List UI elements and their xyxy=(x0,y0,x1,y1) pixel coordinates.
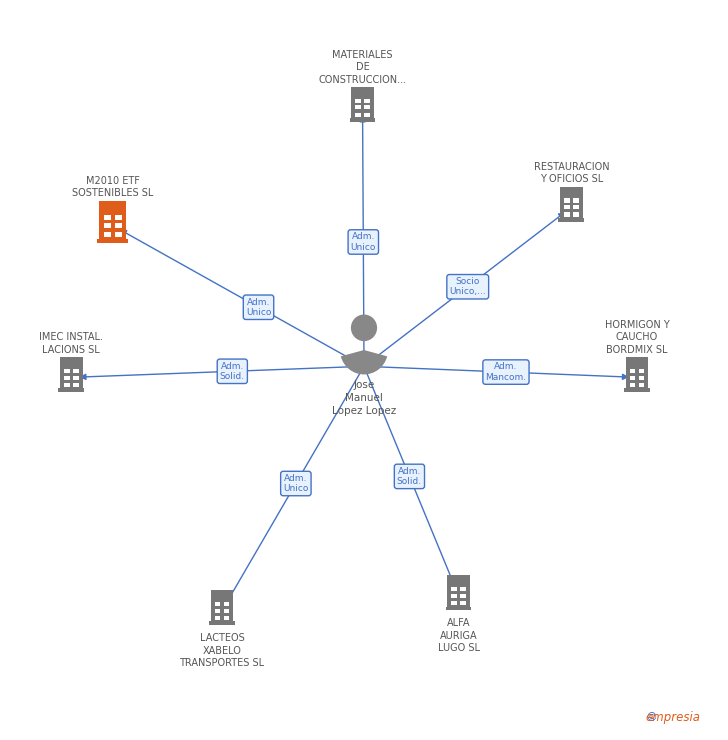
Text: M2010 ETF
SOSTENIBLES SL: M2010 ETF SOSTENIBLES SL xyxy=(72,175,154,198)
Text: Adm.
Unico: Adm. Unico xyxy=(246,297,272,317)
Bar xyxy=(355,105,361,110)
Bar xyxy=(446,607,472,610)
Bar xyxy=(352,87,373,118)
Bar xyxy=(209,622,235,625)
Bar xyxy=(624,388,650,392)
Bar xyxy=(73,383,79,387)
Bar xyxy=(626,357,648,389)
Circle shape xyxy=(351,314,377,341)
Bar xyxy=(564,198,570,203)
Bar xyxy=(355,98,361,103)
Bar xyxy=(638,383,644,387)
Text: RESTAURACION
Y OFICIOS SL: RESTAURACION Y OFICIOS SL xyxy=(534,162,609,184)
Bar xyxy=(115,232,122,237)
Bar xyxy=(460,601,466,605)
Bar xyxy=(215,602,221,606)
Text: Adm.
Solid.: Adm. Solid. xyxy=(220,362,245,381)
Text: Jose
Manuel
Lopez Lopez: Jose Manuel Lopez Lopez xyxy=(332,380,396,416)
Bar xyxy=(97,239,128,243)
Bar xyxy=(99,201,127,239)
Bar xyxy=(115,215,122,220)
Bar xyxy=(60,357,82,389)
Bar xyxy=(58,388,84,392)
Bar xyxy=(573,212,579,217)
Bar xyxy=(630,375,636,380)
Bar xyxy=(460,593,466,598)
Wedge shape xyxy=(341,350,387,374)
Bar xyxy=(211,591,233,622)
Bar xyxy=(223,616,229,620)
Bar xyxy=(223,608,229,613)
Bar xyxy=(104,232,111,237)
Bar xyxy=(573,198,579,203)
Bar xyxy=(460,587,466,591)
Bar xyxy=(564,205,570,209)
Bar xyxy=(115,223,122,229)
Bar xyxy=(104,223,111,229)
Bar xyxy=(448,576,470,607)
Text: Adm.
Mancom.: Adm. Mancom. xyxy=(486,363,526,382)
Bar xyxy=(355,112,361,117)
Text: HORMIGON Y
CAUCHO
BORDMIX SL: HORMIGON Y CAUCHO BORDMIX SL xyxy=(605,320,669,354)
Text: empresia: empresia xyxy=(645,710,700,724)
Bar xyxy=(64,375,70,380)
Bar xyxy=(630,383,636,387)
Text: Adm.
Unico: Adm. Unico xyxy=(283,474,309,494)
Text: ©: © xyxy=(646,710,657,724)
Bar xyxy=(73,375,79,380)
Text: Socio
Unico,...: Socio Unico,... xyxy=(449,277,486,297)
Text: LACTEOS
XABELO
TRANSPORTES SL: LACTEOS XABELO TRANSPORTES SL xyxy=(180,633,264,668)
Bar xyxy=(573,205,579,209)
Bar xyxy=(223,602,229,606)
Bar xyxy=(451,587,457,591)
Bar xyxy=(451,601,457,605)
Bar xyxy=(364,112,370,117)
Text: Adm.
Solid.: Adm. Solid. xyxy=(397,467,422,486)
Bar xyxy=(215,616,221,620)
Bar xyxy=(73,369,79,373)
Bar xyxy=(364,98,370,103)
Text: IMEC INSTAL.
LACIONS SL: IMEC INSTAL. LACIONS SL xyxy=(39,332,103,354)
Bar xyxy=(561,187,582,218)
Bar xyxy=(364,105,370,110)
Bar xyxy=(104,215,111,220)
Bar xyxy=(64,383,70,387)
Text: ALFA
AURIGA
LUGO SL: ALFA AURIGA LUGO SL xyxy=(438,619,480,653)
Bar xyxy=(558,218,585,222)
Bar xyxy=(638,369,644,373)
Bar xyxy=(630,369,636,373)
Bar xyxy=(64,369,70,373)
Bar xyxy=(349,118,376,122)
Bar xyxy=(564,212,570,217)
Text: Adm.
Unico: Adm. Unico xyxy=(351,232,376,252)
Text: MATERIALES
DE
CONSTRUCCION...: MATERIALES DE CONSTRUCCION... xyxy=(318,50,407,84)
Bar xyxy=(215,608,221,613)
Bar xyxy=(638,375,644,380)
Bar xyxy=(451,593,457,598)
